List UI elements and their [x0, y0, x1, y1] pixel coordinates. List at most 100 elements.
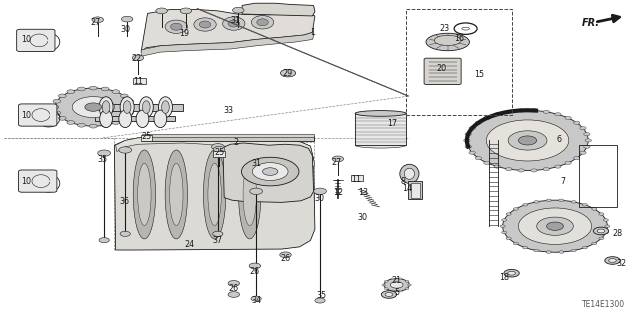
Circle shape	[53, 111, 61, 115]
Circle shape	[582, 204, 588, 206]
Text: 24: 24	[185, 240, 195, 249]
Ellipse shape	[194, 18, 216, 31]
Circle shape	[531, 109, 537, 112]
Circle shape	[465, 133, 472, 136]
Circle shape	[559, 251, 564, 253]
Circle shape	[55, 88, 132, 126]
Circle shape	[500, 225, 505, 227]
Ellipse shape	[257, 19, 268, 26]
Circle shape	[513, 208, 518, 210]
Text: 34: 34	[251, 296, 261, 305]
Ellipse shape	[400, 164, 419, 183]
Circle shape	[280, 252, 291, 258]
Circle shape	[593, 227, 609, 235]
Circle shape	[58, 94, 66, 98]
Circle shape	[506, 110, 512, 113]
Text: 8: 8	[401, 177, 406, 186]
Text: 25: 25	[141, 132, 152, 141]
Circle shape	[99, 238, 109, 243]
Text: 35: 35	[98, 155, 108, 164]
Circle shape	[571, 249, 576, 252]
Circle shape	[518, 109, 524, 112]
Circle shape	[559, 199, 564, 202]
Ellipse shape	[138, 163, 151, 226]
Circle shape	[604, 231, 609, 234]
Circle shape	[573, 157, 580, 160]
Polygon shape	[116, 136, 315, 167]
Ellipse shape	[228, 20, 239, 27]
Bar	[143, 136, 314, 141]
Circle shape	[249, 263, 260, 269]
Circle shape	[384, 278, 410, 291]
Bar	[579, 145, 617, 207]
Text: 37: 37	[212, 236, 223, 245]
Circle shape	[502, 200, 607, 252]
Circle shape	[609, 259, 616, 263]
Circle shape	[72, 97, 115, 118]
Text: 30: 30	[357, 213, 367, 222]
Circle shape	[390, 282, 403, 288]
FancyBboxPatch shape	[19, 104, 57, 126]
Text: 32: 32	[616, 259, 627, 268]
Ellipse shape	[99, 97, 113, 117]
Circle shape	[112, 90, 120, 93]
Circle shape	[537, 217, 573, 235]
Circle shape	[213, 146, 225, 152]
Circle shape	[391, 290, 395, 292]
Circle shape	[122, 16, 133, 22]
Text: 5: 5	[394, 288, 399, 297]
Polygon shape	[223, 143, 314, 202]
Circle shape	[469, 151, 476, 154]
Circle shape	[580, 151, 586, 154]
Circle shape	[228, 292, 239, 297]
Polygon shape	[141, 10, 315, 51]
Circle shape	[250, 188, 262, 195]
Circle shape	[314, 188, 326, 195]
Ellipse shape	[170, 163, 183, 226]
Circle shape	[484, 116, 490, 120]
Circle shape	[467, 110, 588, 171]
Ellipse shape	[124, 101, 131, 114]
Circle shape	[506, 237, 511, 240]
Circle shape	[101, 123, 109, 127]
Ellipse shape	[159, 97, 173, 117]
Circle shape	[565, 161, 572, 165]
Circle shape	[534, 249, 539, 252]
Ellipse shape	[140, 97, 154, 117]
Circle shape	[280, 69, 296, 77]
Circle shape	[58, 116, 66, 120]
Circle shape	[391, 278, 395, 280]
Circle shape	[382, 284, 386, 286]
Circle shape	[132, 55, 144, 61]
Circle shape	[85, 103, 102, 111]
Ellipse shape	[165, 20, 188, 33]
Circle shape	[584, 133, 590, 136]
Circle shape	[605, 225, 610, 227]
Circle shape	[546, 199, 551, 202]
Text: TE14E1300: TE14E1300	[582, 300, 625, 309]
Text: 13: 13	[358, 188, 368, 197]
Circle shape	[502, 219, 507, 221]
Text: 28: 28	[612, 229, 623, 238]
Circle shape	[508, 131, 547, 150]
Circle shape	[573, 121, 580, 124]
Text: 21: 21	[391, 276, 401, 285]
Circle shape	[90, 124, 97, 128]
Circle shape	[523, 204, 528, 206]
Ellipse shape	[133, 150, 156, 239]
Circle shape	[523, 246, 528, 249]
Circle shape	[494, 113, 500, 116]
Circle shape	[508, 271, 515, 275]
Ellipse shape	[136, 110, 149, 128]
Circle shape	[494, 165, 500, 168]
Circle shape	[546, 251, 551, 253]
Circle shape	[502, 231, 507, 234]
Text: 1: 1	[310, 28, 315, 37]
Circle shape	[67, 90, 75, 93]
Circle shape	[381, 291, 397, 298]
Ellipse shape	[243, 163, 257, 226]
Circle shape	[543, 110, 550, 113]
Circle shape	[120, 231, 131, 236]
Circle shape	[262, 168, 278, 175]
Circle shape	[232, 7, 244, 13]
